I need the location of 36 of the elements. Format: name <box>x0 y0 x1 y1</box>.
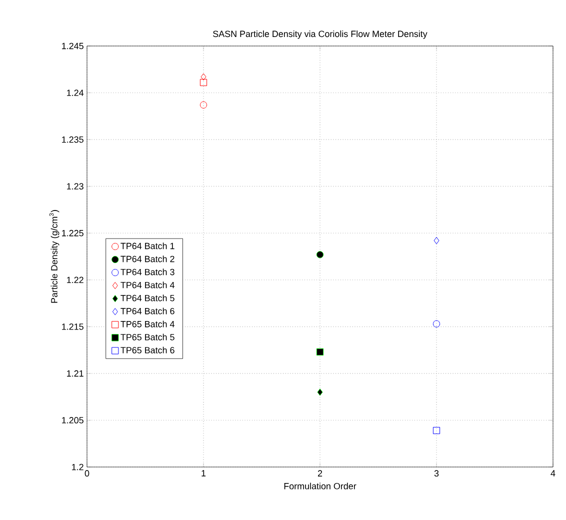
legend-label: TP64 Batch 3 <box>120 268 174 276</box>
x-tick-label: 2 <box>318 470 322 476</box>
y-tick-label: 1.23 <box>67 183 84 190</box>
point <box>200 73 206 80</box>
legend-label: TP64 Batch 4 <box>120 282 174 288</box>
y-tick-label: 1.205 <box>62 417 84 424</box>
x-axis-title: Formulation Order <box>284 482 356 490</box>
y-tick-label: 1.245 <box>62 42 84 50</box>
y-tick-label: 1.235 <box>62 136 84 143</box>
x-tick-label: 3 <box>434 470 439 477</box>
point <box>200 101 208 108</box>
y-tick-label: 1.215 <box>62 323 84 330</box>
legend-label: TP64 Batch 1 <box>120 242 174 250</box>
x-tick-label: 1 <box>202 470 206 476</box>
x-tick-label: 0 <box>84 470 90 477</box>
x-tick-label: 4 <box>550 470 556 476</box>
point <box>316 251 324 258</box>
point <box>316 348 324 356</box>
legend-label: TP64 Batch 2 <box>120 256 174 262</box>
y-tick-label: 1.2 <box>72 464 84 470</box>
point <box>434 237 440 244</box>
y-tick-label: 1.24 <box>67 90 84 96</box>
legend-label: TP65 Batch 6 <box>120 346 174 354</box>
point <box>432 426 440 434</box>
y-tick-label: 1.225 <box>62 230 84 236</box>
y-tick-label: 1.21 <box>67 370 84 377</box>
legend-label: TP64 Batch 5 <box>120 294 174 302</box>
legend-label: TP64 Batch 6 <box>120 308 174 314</box>
point <box>432 320 440 328</box>
y-tick-label: 1.22 <box>67 276 84 284</box>
chart-title: SASN Particle Density via Coriolis Flow Meter Density <box>213 30 428 39</box>
point <box>317 388 323 396</box>
legend-label: TP65 Batch 5 <box>120 334 174 340</box>
y-axis-title: Particle Density (g/cm$^{3}$) <box>49 210 60 303</box>
point <box>200 78 208 86</box>
legend-label: TP65 Batch 4 <box>120 320 174 328</box>
